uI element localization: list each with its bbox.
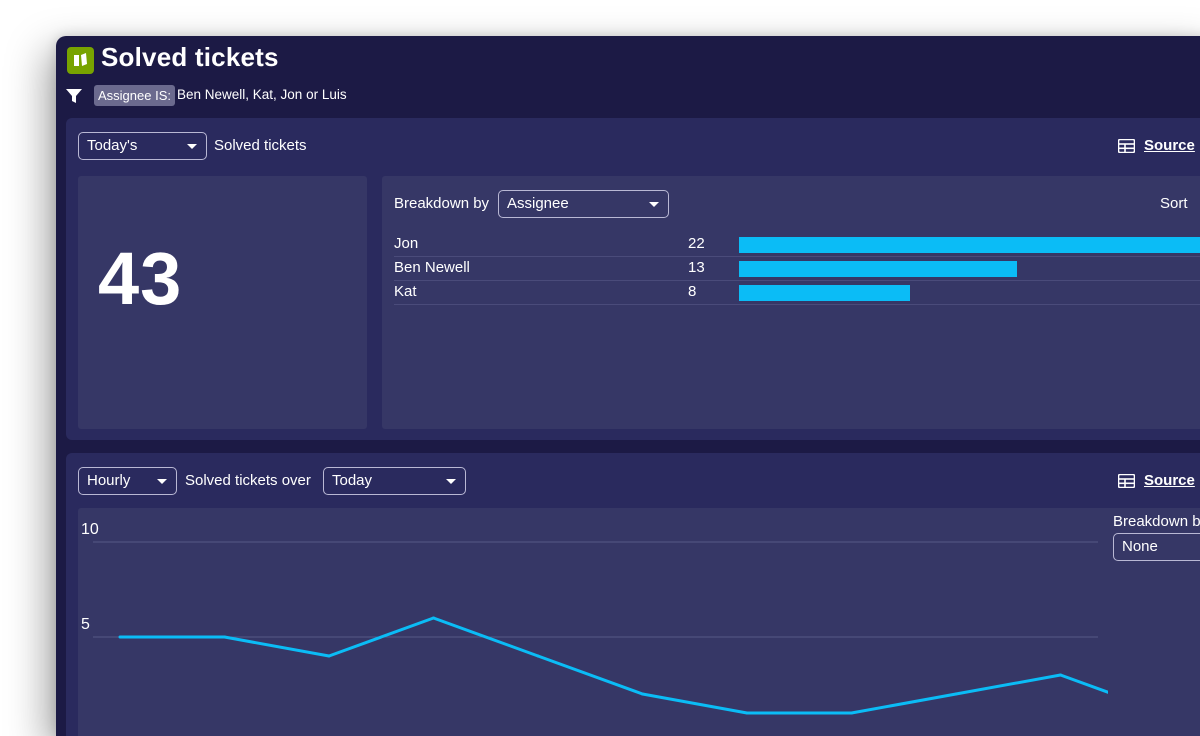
table-icon[interactable] xyxy=(1118,474,1135,488)
row-count: 13 xyxy=(688,259,705,276)
data-point[interactable] xyxy=(641,692,644,696)
period-select[interactable]: Today's xyxy=(78,132,207,160)
page-title: Solved tickets xyxy=(101,42,279,72)
breakdown-select-value: Assignee xyxy=(507,195,569,212)
interval-select-value: Hourly xyxy=(87,472,131,489)
y-tick-label: 5 xyxy=(81,616,90,633)
range-select-value: Today xyxy=(332,472,373,489)
data-point[interactable] xyxy=(1059,673,1062,677)
line-chart: 10 5 Breakdown b None xyxy=(78,508,1200,736)
data-point[interactable] xyxy=(954,692,958,696)
row-count: 22 xyxy=(688,235,705,252)
filter-field-chip[interactable]: Assignee IS: xyxy=(94,85,175,106)
period-select-value: Today's xyxy=(87,137,138,154)
metric-label: Solved tickets xyxy=(214,137,307,154)
chart-svg: 10 5 xyxy=(81,521,1108,715)
breakdown-label: Breakdown by xyxy=(394,195,490,212)
row-count: 8 xyxy=(688,283,697,300)
row-bar xyxy=(739,237,1200,253)
row-name: Jon xyxy=(394,235,419,252)
filter-value[interactable]: Ben Newell, Kat, Jon or Luis xyxy=(177,87,347,102)
data-point[interactable] xyxy=(118,635,122,639)
data-point[interactable] xyxy=(745,711,749,715)
caret-down-icon xyxy=(446,479,456,484)
breakdown-select[interactable]: None xyxy=(1113,533,1200,561)
zendesk-logo-icon xyxy=(67,47,94,74)
sort-label[interactable]: Sort xyxy=(1160,195,1188,212)
source-link[interactable]: Source xyxy=(1144,472,1195,489)
row-name: Kat xyxy=(394,283,417,300)
source-link[interactable]: Source xyxy=(1144,137,1195,154)
solved-over-time-panel: Hourly Solved tickets over Today Source … xyxy=(66,453,1200,736)
data-point[interactable] xyxy=(850,711,853,715)
data-point[interactable] xyxy=(536,654,540,658)
range-select[interactable]: Today xyxy=(323,467,466,495)
table-row: Ben Newell 13 xyxy=(394,257,1200,281)
filter-funnel-icon[interactable] xyxy=(66,88,82,104)
app-window: Solved tickets Assignee IS: Ben Newell, … xyxy=(56,36,1200,736)
caret-down-icon xyxy=(649,202,659,207)
row-bar xyxy=(739,285,910,301)
breakdown-select[interactable]: Assignee xyxy=(498,190,669,218)
breakdown-label: Breakdown b xyxy=(1113,513,1200,530)
solved-tickets-panel: Today's Solved tickets Source 43 Breakdo… xyxy=(66,118,1200,440)
app-header: Solved tickets Assignee IS: Ben Newell, … xyxy=(56,36,1200,118)
table-icon[interactable] xyxy=(1118,139,1135,153)
breakdown-card: Breakdown by Assignee Sort Jon 22 Ben Ne… xyxy=(382,176,1200,429)
metric-card: 43 xyxy=(78,176,367,429)
y-tick-label: 10 xyxy=(81,521,99,538)
row-name: Ben Newell xyxy=(394,259,470,276)
series-line xyxy=(120,616,1108,715)
data-point[interactable] xyxy=(327,654,331,658)
data-point[interactable] xyxy=(223,635,226,639)
caret-down-icon xyxy=(187,144,197,149)
data-point[interactable] xyxy=(432,616,435,620)
table-row: Jon 22 xyxy=(394,233,1200,257)
metric-value: 43 xyxy=(98,237,183,320)
table-row: Kat 8 xyxy=(394,281,1200,305)
caret-down-icon xyxy=(157,479,167,484)
interval-select[interactable]: Hourly xyxy=(78,467,177,495)
row-bar xyxy=(739,261,1017,277)
metric-label: Solved tickets over xyxy=(185,472,311,489)
